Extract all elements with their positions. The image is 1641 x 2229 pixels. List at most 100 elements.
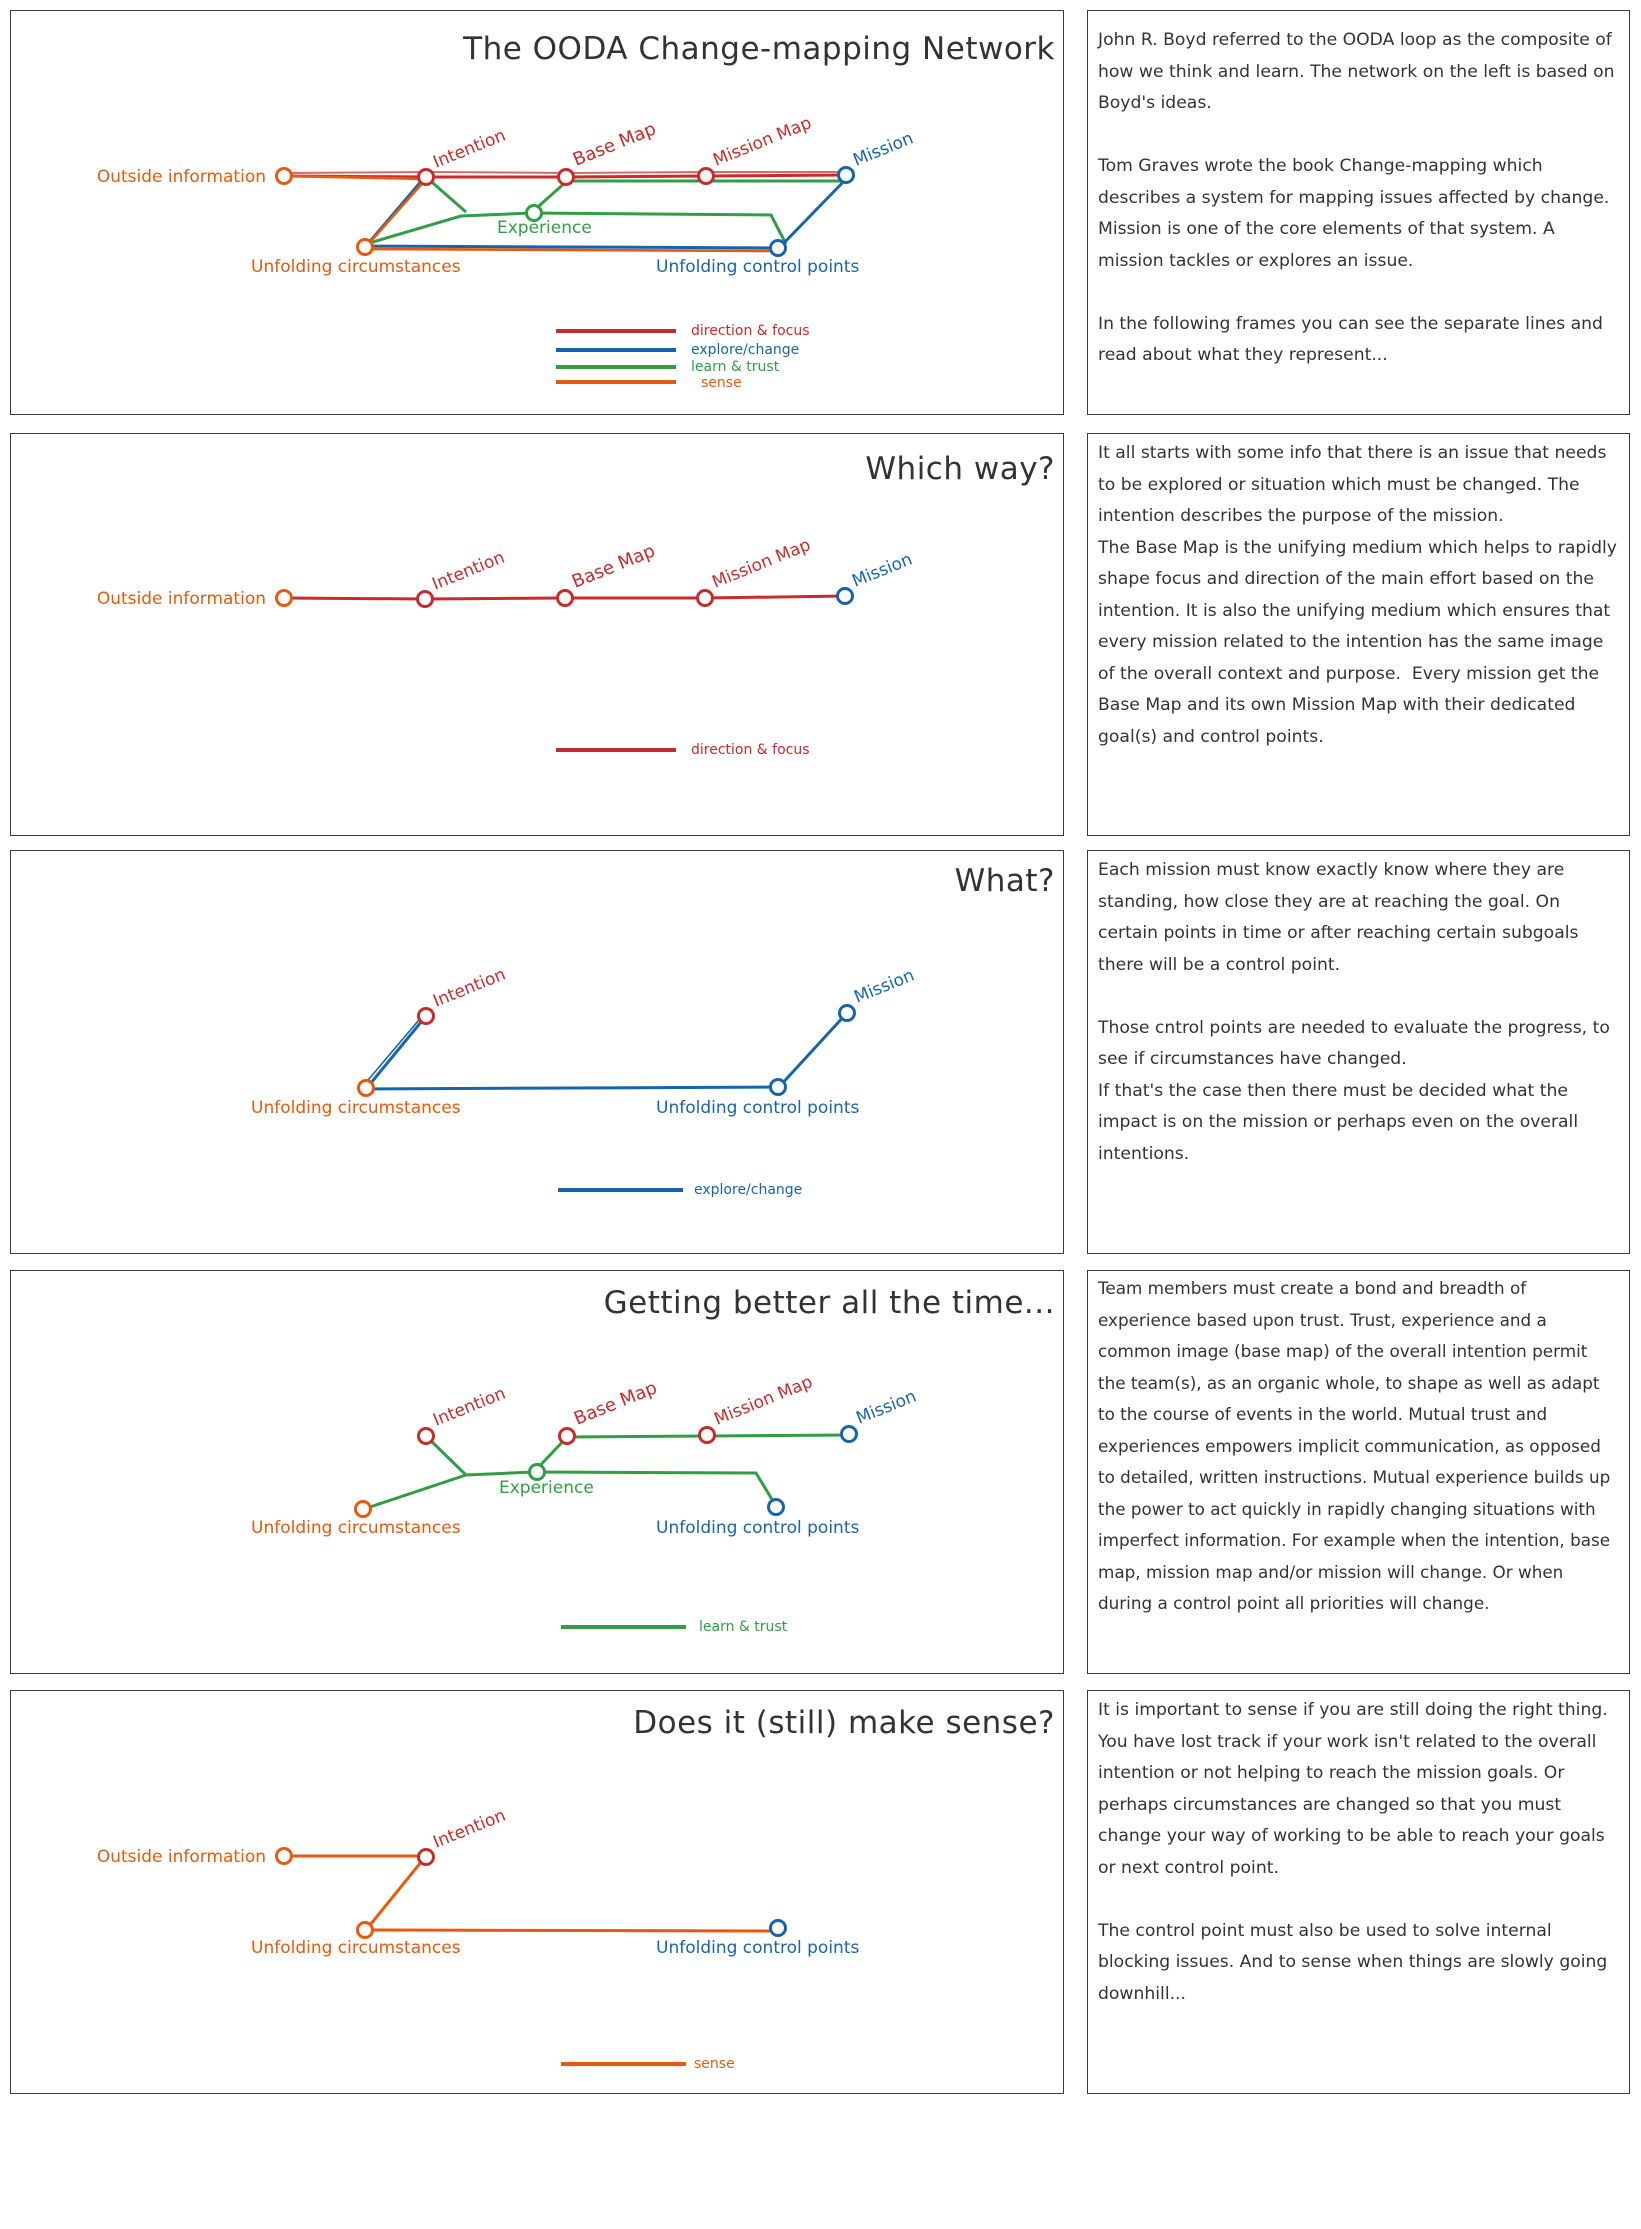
- paragraph: John R. Boyd referred to the OODA loop a…: [1098, 30, 1620, 113]
- legend-label-explore: explore/change: [691, 342, 799, 358]
- label-unfolding: Unfolding circumstances: [251, 1518, 461, 1538]
- panel-title: Getting better all the time...: [603, 1285, 1055, 1321]
- paragraph: Tom Graves wrote the book Change-mapping…: [1098, 156, 1615, 271]
- node-intention: [417, 168, 435, 186]
- label-missionmap: Mission Map: [711, 1372, 815, 1430]
- node-unfolding: [356, 238, 374, 256]
- learn-line-top: [532, 1433, 850, 1474]
- diagram-frame-3: What? Intention Mission Unfolding circum…: [10, 850, 1064, 1254]
- text-frame-1: John R. Boyd referred to the OODA loop a…: [1087, 10, 1630, 415]
- node-basemap: [556, 589, 574, 607]
- node-intention: [417, 1007, 435, 1025]
- label-outside: Outside information: [97, 589, 266, 609]
- node-basemap: [558, 1427, 576, 1445]
- node-intention: [417, 1427, 435, 1445]
- node-basemap: [557, 168, 575, 186]
- label-intention: Intention: [430, 1806, 508, 1853]
- sense-line: [284, 1854, 780, 1933]
- diagram-frame-1: The OODA Change-mapping Network Outside …: [10, 10, 1064, 415]
- label-intention: Intention: [430, 965, 508, 1012]
- node-mission: [837, 166, 855, 184]
- label-control: Unfolding control points: [656, 257, 859, 277]
- paragraph: Each mission must know exactly know wher…: [1098, 860, 1584, 975]
- node-control: [769, 1919, 787, 1937]
- learn-line-upper: [424, 1434, 468, 1477]
- paragraph: Team members must create a bond and brea…: [1098, 1278, 1616, 1613]
- paragraph: Those cntrol points are needed to evalua…: [1098, 1017, 1610, 1164]
- legend-label-learn: learn & trust: [691, 359, 780, 375]
- legend-label-learn: learn & trust: [699, 1619, 788, 1635]
- node-outside: [275, 589, 293, 607]
- learn-line-top: [530, 179, 851, 215]
- network-diagram: Outside information Intention Unfolding …: [97, 1806, 860, 2072]
- label-outside: Outside information: [97, 167, 266, 187]
- sense-line: [283, 174, 780, 253]
- node-mission: [838, 1004, 856, 1022]
- network-diagram: Intention Mission Unfolding circumstance…: [251, 965, 917, 1198]
- paragraph: In the following frames you can see the …: [1098, 313, 1609, 366]
- label-mission: Mission: [851, 965, 917, 1007]
- node-unfolding: [354, 1500, 372, 1518]
- node-missionmap: [697, 167, 715, 185]
- panel-description: Each mission must know exactly know wher…: [1088, 851, 1629, 1170]
- spacer: [1098, 277, 1619, 309]
- spacer: [1098, 120, 1619, 152]
- diagram-frame-2: Which way? Outside information Intention…: [10, 433, 1064, 836]
- label-outside: Outside information: [97, 1847, 266, 1867]
- legend-label-explore: explore/change: [694, 1182, 802, 1198]
- label-basemap: Base Map: [569, 540, 658, 592]
- spacer: [1098, 981, 1619, 1013]
- panel-title: Which way?: [865, 451, 1055, 487]
- text-frame-3: Each mission must know exactly know wher…: [1087, 850, 1630, 1254]
- label-mission: Mission: [853, 1386, 919, 1428]
- label-unfolding: Unfolding circumstances: [251, 1938, 461, 1958]
- label-unfolding: Unfolding circumstances: [251, 1098, 461, 1118]
- label-control: Unfolding control points: [656, 1098, 859, 1118]
- label-experience: Experience: [499, 1478, 594, 1498]
- node-intention: [417, 1848, 435, 1866]
- panel-title: What?: [954, 863, 1055, 899]
- node-missionmap: [698, 1426, 716, 1444]
- panel-description: It all starts with some info that there …: [1088, 434, 1629, 753]
- label-mission: Mission: [849, 549, 915, 591]
- node-control: [767, 1498, 785, 1516]
- node-intention: [416, 590, 434, 608]
- legend-label-direction: direction & focus: [691, 323, 810, 339]
- node-experience: [525, 204, 543, 222]
- explore-line-2: [362, 1013, 425, 1087]
- panel-title: Does it (still) make sense?: [633, 1705, 1055, 1741]
- text-frame-5: It is important to sense if you are stil…: [1087, 1690, 1630, 2094]
- network-diagram: Outside information Intention Base Map M…: [97, 113, 916, 391]
- node-outside: [275, 1847, 293, 1865]
- text-frame-4: Team members must create a bond and brea…: [1087, 1270, 1630, 1674]
- explore-line: [362, 1012, 848, 1091]
- label-intention: Intention: [430, 1384, 508, 1431]
- label-basemap: Base Map: [570, 118, 659, 170]
- node-unfolding: [357, 1079, 375, 1097]
- panel-description: Team members must create a bond and brea…: [1088, 1271, 1629, 1620]
- label-mission: Mission: [850, 128, 916, 170]
- panel-title: The OODA Change-mapping Network: [463, 31, 1055, 67]
- diagram-frame-5: Does it (still) make sense? Outside info…: [10, 1690, 1064, 2094]
- paragraph: It is important to sense if you are stil…: [1098, 1700, 1614, 1878]
- text-frame-2: It all starts with some info that there …: [1087, 433, 1630, 836]
- label-missionmap: Mission Map: [709, 535, 813, 593]
- label-intention: Intention: [429, 548, 507, 595]
- node-control: [769, 239, 787, 257]
- node-mission: [836, 587, 854, 605]
- spacer: [1098, 1884, 1619, 1916]
- label-unfolding: Unfolding circumstances: [251, 257, 461, 277]
- network-diagram: Intention Base Map Mission Map Mission E…: [251, 1372, 919, 1635]
- label-experience: Experience: [497, 218, 592, 238]
- legend-label-sense: sense: [694, 2056, 735, 2072]
- network-diagram: Outside information Intention Base Map M…: [97, 535, 915, 758]
- label-control: Unfolding control points: [656, 1518, 859, 1538]
- label-basemap: Base Map: [571, 1377, 660, 1429]
- explore-line: [362, 174, 851, 250]
- paragraph: It all starts with some info that there …: [1098, 443, 1617, 747]
- node-outside: [275, 167, 293, 185]
- panel-description: John R. Boyd referred to the OODA loop a…: [1088, 11, 1629, 372]
- legend-label-sense: sense: [701, 375, 742, 391]
- legend-label-direction: direction & focus: [691, 742, 810, 758]
- paragraph: The control point must also be used to s…: [1098, 1920, 1613, 2004]
